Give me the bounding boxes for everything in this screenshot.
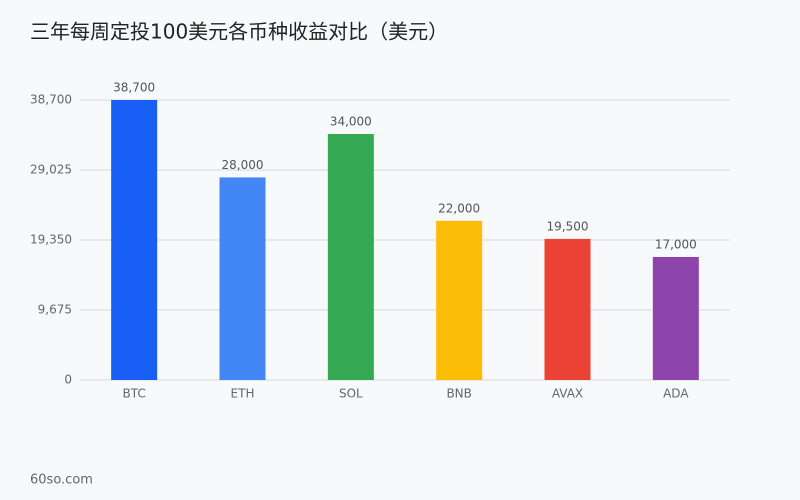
y-tick-label: 29,025	[30, 163, 72, 177]
value-label: 19,500	[547, 219, 589, 233]
y-tick-label: 9,675	[38, 303, 72, 317]
y-tick-label: 38,700	[30, 93, 72, 107]
value-label: 38,700	[113, 81, 155, 95]
footer: 60so.com	[30, 473, 93, 488]
bar	[652, 257, 699, 380]
x-tick-label: BTC	[123, 387, 146, 401]
value-label: 17,000	[655, 238, 697, 252]
y-tick-label: 0	[64, 373, 72, 387]
value-label: 28,000	[222, 158, 264, 172]
chart-title: 三年每周定投100美元各币种收益对比（美元）	[30, 20, 448, 44]
bar	[544, 238, 591, 380]
bar	[327, 134, 374, 380]
x-tick-label: BNB	[446, 387, 471, 401]
x-tick-label: ADA	[663, 387, 689, 401]
bar	[436, 220, 483, 380]
x-tick-label: ETH	[231, 387, 255, 401]
x-tick-label: AVAX	[552, 387, 583, 401]
x-tick-label: SOL	[339, 387, 363, 401]
y-tick-label: 19,350	[30, 233, 72, 247]
value-label: 22,000	[438, 201, 480, 215]
bar	[111, 100, 158, 380]
bar	[219, 177, 266, 380]
value-label: 34,000	[330, 115, 372, 129]
